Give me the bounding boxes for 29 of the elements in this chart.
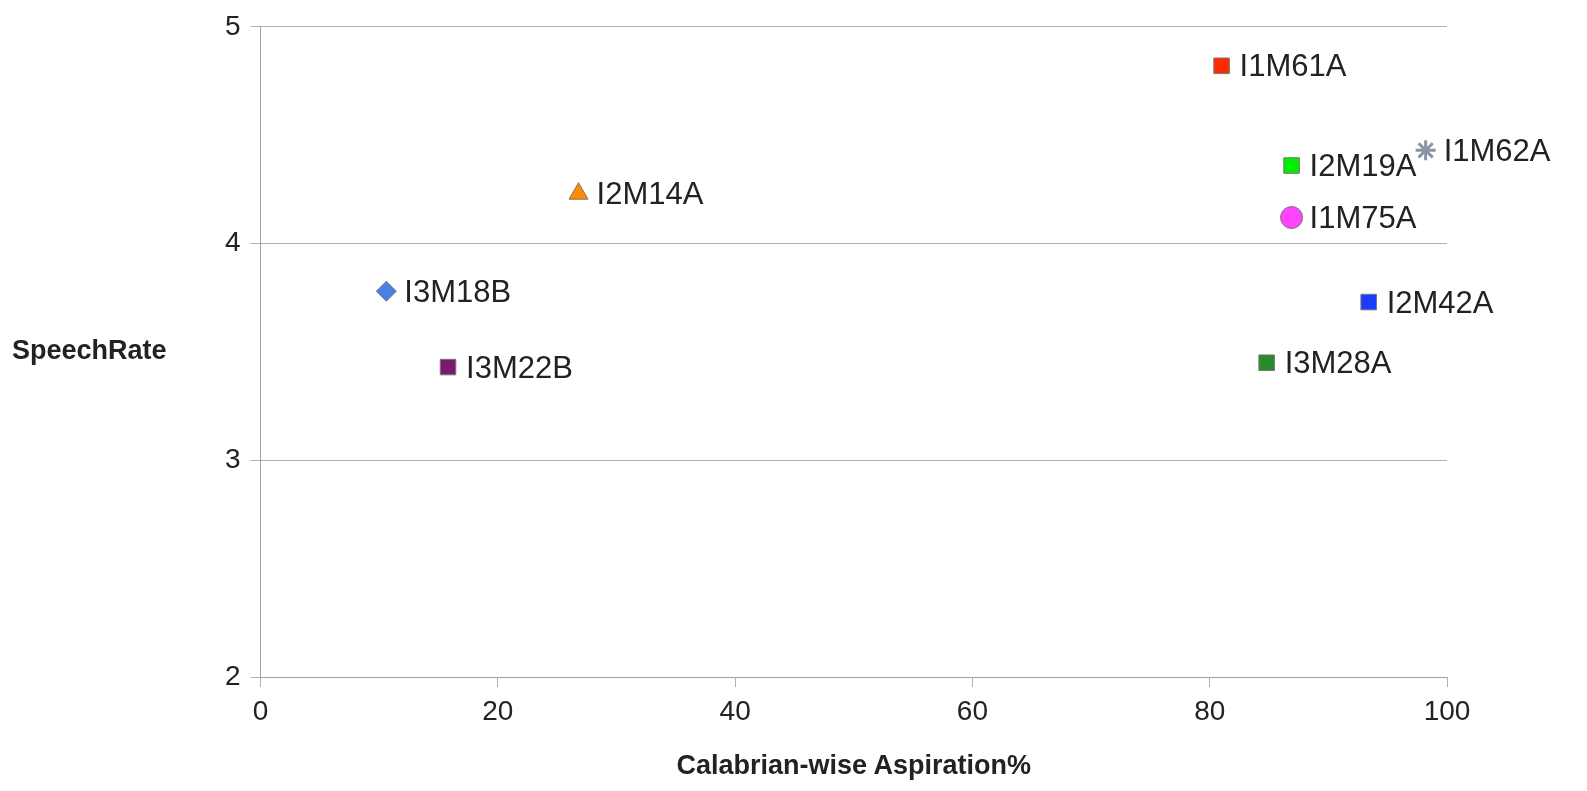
point — [375, 280, 397, 302]
series-label: I2M14A — [596, 176, 704, 212]
y-axis-title: SpeechRate — [12, 335, 167, 366]
series-label: I3M18B — [404, 273, 512, 309]
series-label: I2M19A — [1309, 148, 1417, 184]
y-tick-label: 2 — [224, 659, 241, 691]
point — [439, 358, 457, 376]
x-axis-title: Calabrian-wise Aspiration% — [676, 750, 1032, 781]
x-tick-label: 100 — [1423, 694, 1471, 726]
series-label: I1M62A — [1443, 132, 1551, 168]
x-tick-label: 60 — [956, 694, 989, 726]
point — [1280, 206, 1304, 230]
series-label: I3M28A — [1284, 345, 1392, 381]
series-label: I1M75A — [1309, 200, 1417, 236]
point — [1258, 354, 1275, 372]
series-label: I2M42A — [1386, 284, 1494, 320]
y-tick-label: 5 — [224, 9, 241, 41]
x-tick-label: 80 — [1194, 694, 1226, 726]
x-tick-label: 0 — [252, 694, 269, 726]
series-label: I3M22B — [466, 349, 573, 385]
point — [1360, 293, 1377, 311]
point — [1283, 157, 1300, 174]
point — [1213, 57, 1230, 75]
point — [1414, 138, 1438, 162]
x-tick-label: 40 — [719, 694, 751, 726]
series-label: I1M61A — [1239, 48, 1347, 84]
x-tick-label: 20 — [482, 694, 514, 726]
y-tick-label: 4 — [224, 226, 241, 258]
y-tick-label: 3 — [224, 442, 241, 474]
